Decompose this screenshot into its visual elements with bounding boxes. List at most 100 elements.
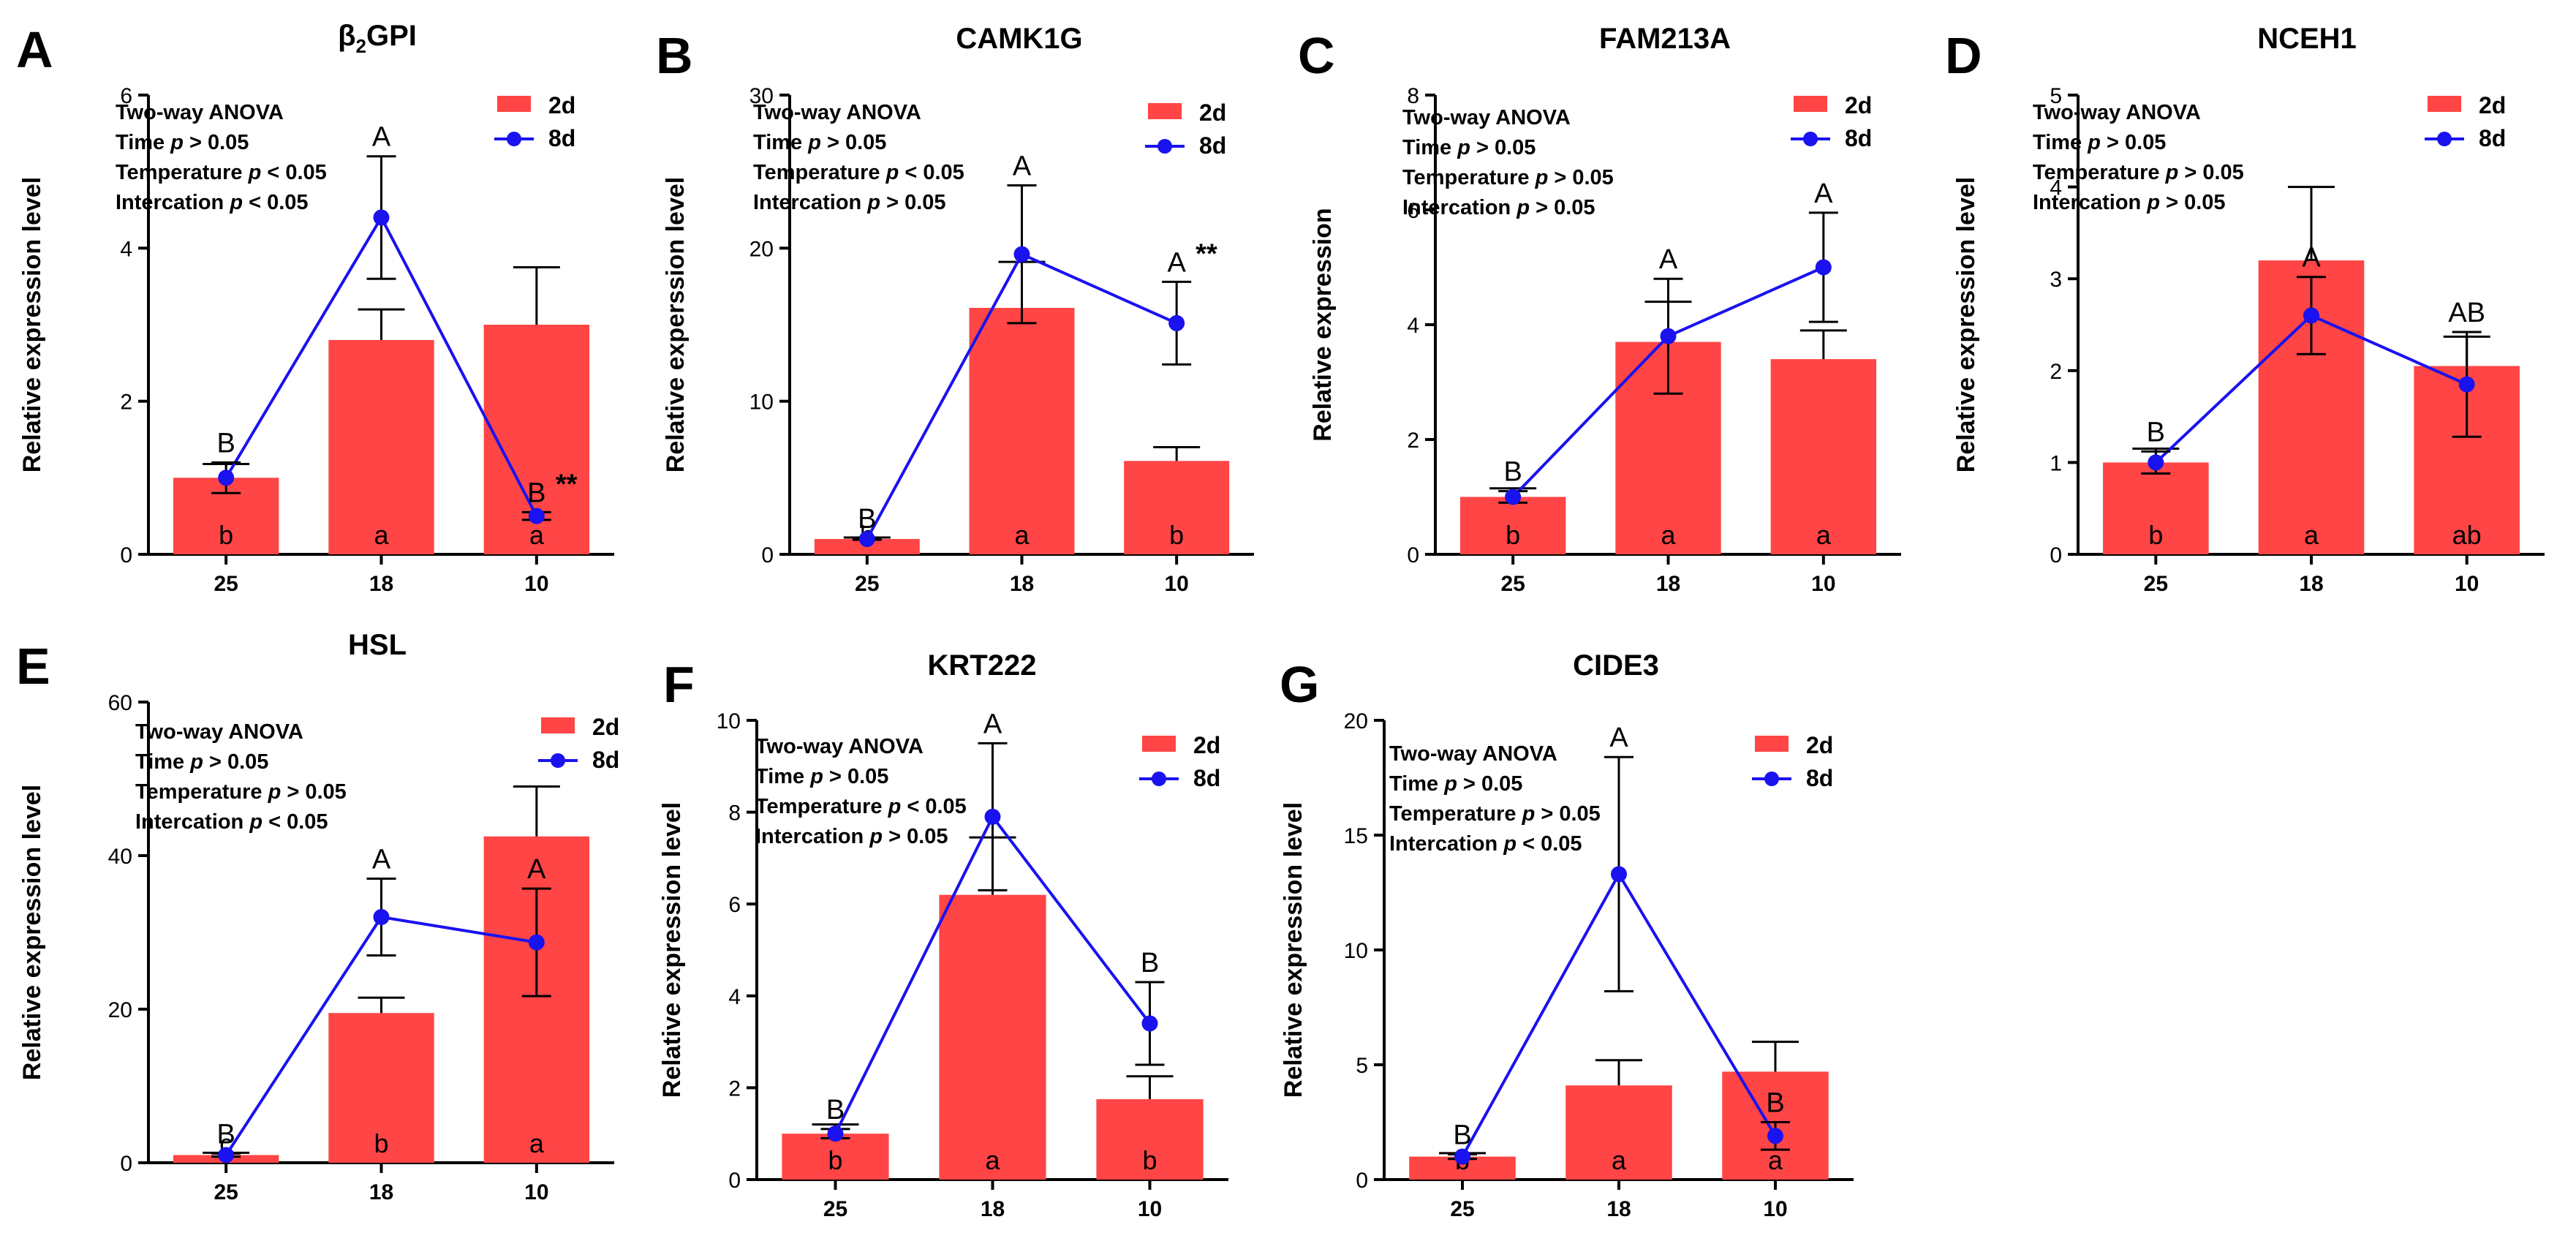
y-tick-label: 30 (749, 84, 774, 108)
stats-p: p (2165, 161, 2179, 184)
stats-line: Time p > 0.05 (116, 131, 249, 154)
stats-factor: Time (753, 131, 808, 154)
point-8d (2458, 376, 2475, 393)
stats-factor: Time (755, 765, 810, 788)
stats-p: p (268, 780, 282, 804)
stats-p: p (1457, 136, 1470, 159)
stats-factor: Time (1402, 136, 1457, 159)
stats-line: Temperature p > 0.05 (2033, 161, 2244, 184)
stats-line: Temperature p > 0.05 (1402, 166, 1614, 189)
y-tick-label: 4 (2050, 176, 2062, 200)
bar-letter: b (219, 520, 233, 550)
bar-letter: a (1661, 520, 1676, 550)
legend-label-2d: 2d (548, 92, 575, 118)
point-8d (1611, 866, 1627, 883)
bar-letter: a (2304, 520, 2319, 550)
point-8d (218, 469, 235, 486)
title-main: CAMK1G (956, 23, 1082, 55)
point-letter: A (372, 122, 391, 153)
x-tick-label: 25 (2144, 572, 2168, 596)
stats-factor: Time (135, 750, 190, 774)
point-8d (1815, 259, 1832, 276)
stats-value: < 0.05 (262, 810, 328, 834)
stats-p: p (2087, 131, 2101, 154)
title-main: β (338, 20, 355, 52)
point-letter: B (2147, 417, 2165, 448)
bar-2d (969, 307, 1075, 554)
bar-letter: ab (2452, 520, 2482, 550)
y-axis-label: Relative expression level (1952, 177, 1980, 472)
point-8d (2303, 307, 2319, 324)
y-axis-label: Relative expression level (1280, 802, 1307, 1098)
y-tick-label: 4 (1407, 314, 1419, 338)
bar-letter: a (985, 1145, 1000, 1175)
bar-2d (1565, 1085, 1672, 1180)
stats-value: > 0.05 (1457, 772, 1523, 796)
stats-value: > 0.05 (1530, 196, 1595, 219)
y-tick-label: 20 (108, 998, 132, 1022)
x-tick-label: 18 (1656, 572, 1680, 596)
stats-line: Intercation p > 0.05 (755, 825, 948, 848)
legend-marker-8d (507, 132, 521, 146)
bar-letter: b (1169, 520, 1184, 550)
legend-label-2d: 2d (1199, 99, 1226, 126)
stats-value: > 0.05 (203, 750, 269, 774)
stats-line: Time p > 0.05 (1389, 772, 1522, 796)
y-tick-label: 10 (717, 709, 741, 733)
x-tick-label: 25 (823, 1197, 847, 1221)
stats-p: p (1443, 772, 1457, 796)
bar-letter: b (374, 1128, 388, 1158)
stats-value: < 0.05 (261, 161, 327, 184)
bar-letter: a (1612, 1145, 1627, 1175)
bar-2d (1124, 461, 1230, 554)
significance-marker: ** (556, 469, 578, 499)
bar-letter: b (1142, 1145, 1157, 1175)
point-letter: B (1503, 457, 1522, 488)
x-tick-label: 10 (1811, 572, 1835, 596)
x-tick-label: 25 (1500, 572, 1525, 596)
stats-value: > 0.05 (281, 780, 347, 804)
stats-value: > 0.05 (823, 765, 889, 788)
chart-title: FAM213A (1599, 23, 1731, 55)
panel-c: C FAM213A Relative expression 0 2 4 6 8 25 18 10 b a… (1298, 23, 1901, 596)
point-letter: B (527, 478, 545, 508)
x-tick-label: 10 (524, 1180, 548, 1204)
stats-value: < 0.05 (1516, 832, 1582, 856)
panel-f: F KRT222 Relative expression level 0 2 4 6 8 10 2… (658, 649, 1228, 1221)
stats-line: Intercation p > 0.05 (2033, 191, 2226, 214)
panel-letter: E (16, 638, 50, 695)
stats-factor: Temperature (135, 780, 268, 804)
y-tick-label: 4 (120, 237, 132, 261)
stats-factor: Intercation (1389, 832, 1503, 856)
y-tick-label: 5 (1356, 1054, 1368, 1078)
y-tick-label: 4 (728, 985, 741, 1009)
chart-title: KRT222 (928, 649, 1037, 682)
y-tick-label: 2 (1407, 429, 1419, 453)
x-tick-label: 10 (1138, 1197, 1162, 1221)
legend-label-8d: 8d (1199, 132, 1226, 159)
stats-value: < 0.05 (243, 191, 309, 214)
point-8d (1505, 489, 1522, 505)
title-subscript: 2 (356, 35, 366, 57)
point-letter: A (1609, 723, 1628, 753)
point-8d (528, 934, 545, 951)
y-tick-label: 0 (761, 543, 774, 567)
legend-marker-8d (1764, 772, 1779, 786)
stats-value: > 0.05 (2160, 191, 2226, 214)
y-axis-label: Relative expression level (18, 785, 46, 1080)
point-letter: B (1766, 1088, 1784, 1119)
x-tick-label: 10 (1164, 572, 1188, 596)
stats-value: > 0.05 (880, 191, 946, 214)
point-letter: B (216, 1119, 235, 1150)
bar-letter: b (828, 1145, 842, 1175)
x-tick-label: 18 (981, 1197, 1005, 1221)
stats-value: > 0.05 (1535, 802, 1601, 826)
stats-factor: Intercation (755, 825, 869, 848)
stats-value: > 0.05 (184, 131, 249, 154)
x-tick-label: 25 (855, 572, 879, 596)
legend-swatch-2d (2428, 96, 2461, 112)
significance-marker: ** (1196, 238, 1217, 269)
y-axis-label: Relative expression level (658, 802, 686, 1098)
legend-swatch-2d (541, 717, 575, 733)
stats-line: Intercation p < 0.05 (1389, 832, 1582, 856)
